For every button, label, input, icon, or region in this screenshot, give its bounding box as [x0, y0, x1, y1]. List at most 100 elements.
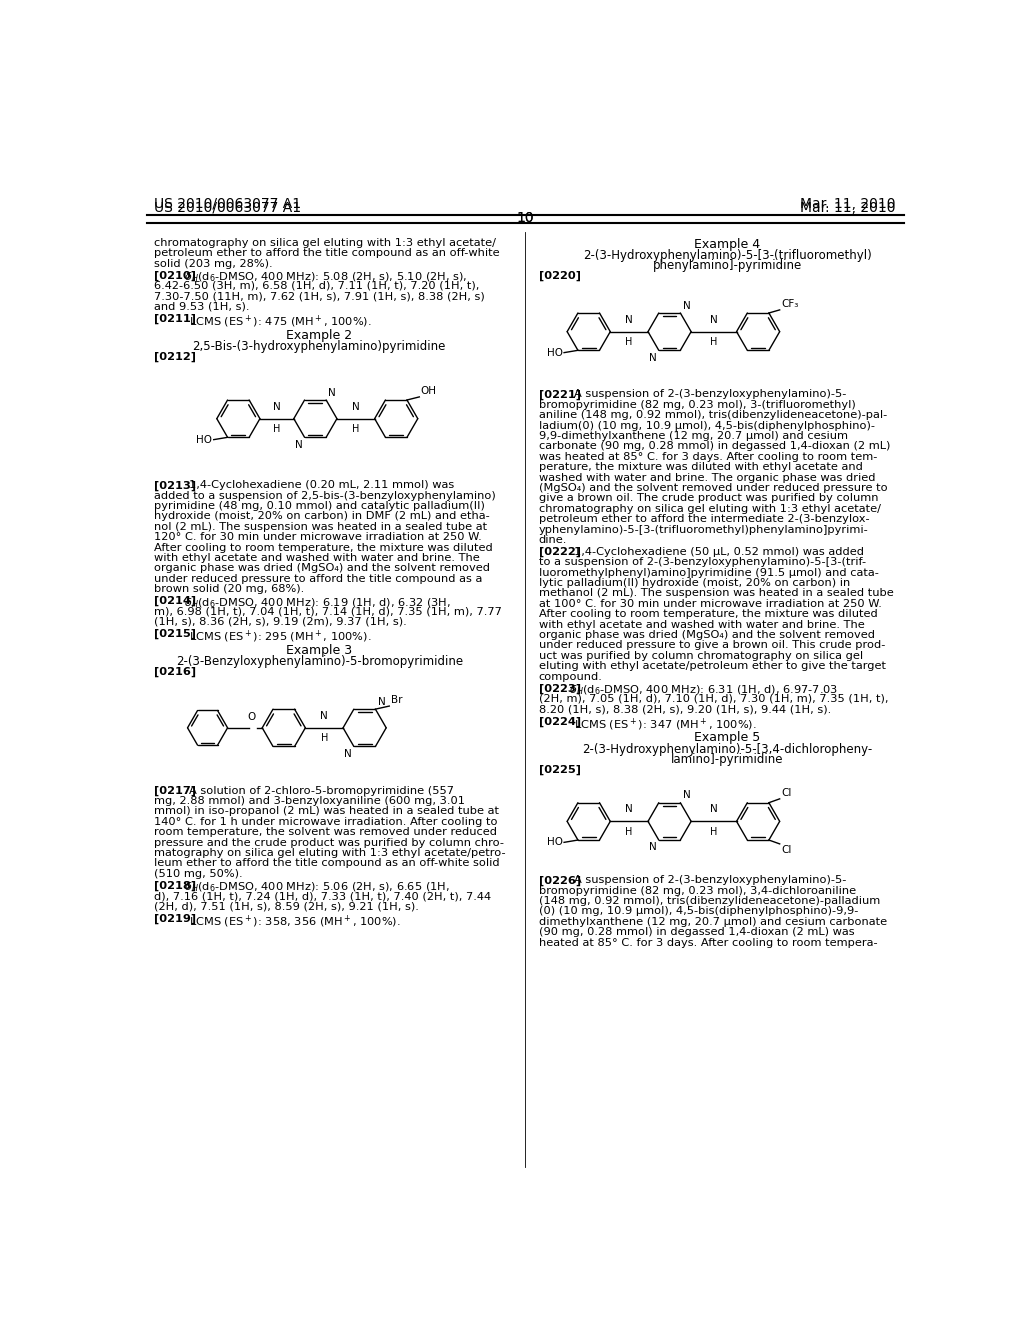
Text: [0220]: [0220] [539, 271, 581, 281]
Text: [0217]: [0217] [154, 785, 196, 796]
Text: luoromethylphenyl)amino]pyrimidine (91.5 μmol) and cata-: luoromethylphenyl)amino]pyrimidine (91.5… [539, 568, 879, 578]
Text: phenylamino]-pyrimidine: phenylamino]-pyrimidine [652, 259, 802, 272]
Text: with ethyl acetate and washed with water and brine. The: with ethyl acetate and washed with water… [154, 553, 479, 564]
Text: eluting with ethyl acetate/petroleum ether to give the target: eluting with ethyl acetate/petroleum eth… [539, 661, 886, 671]
Text: solid (203 mg, 28%).: solid (203 mg, 28%). [154, 259, 272, 268]
Text: $\delta$$_H$(d$_6$-DMSO, 400 MHz): 6.31 (1H, d), 6.97-7.03: $\delta$$_H$(d$_6$-DMSO, 400 MHz): 6.31 … [569, 684, 839, 697]
Text: pyrimidine (48 mg, 0.10 mmol) and catalytic palladium(II): pyrimidine (48 mg, 0.10 mmol) and cataly… [154, 502, 484, 511]
Text: washed with water and brine. The organic phase was dried: washed with water and brine. The organic… [539, 473, 876, 483]
Text: N: N [626, 314, 633, 325]
Text: 7.30-7.50 (11H, m), 7.62 (1H, s), 7.91 (1H, s), 8.38 (2H, s): 7.30-7.50 (11H, m), 7.62 (1H, s), 7.91 (… [154, 292, 484, 301]
Text: Mar. 11, 2010: Mar. 11, 2010 [801, 201, 896, 215]
Text: H: H [626, 337, 633, 347]
Text: H: H [711, 337, 718, 347]
Text: bromopyrimidine (82 mg, 0.23 mol), 3,4-dichloroaniline: bromopyrimidine (82 mg, 0.23 mol), 3,4-d… [539, 886, 856, 896]
Text: Example 5: Example 5 [694, 731, 761, 744]
Text: (148 mg, 0.92 mmol), tris(dibenzylideneacetone)-palladium: (148 mg, 0.92 mmol), tris(dibenzylidenea… [539, 896, 880, 906]
Text: A suspension of 2-(3-benzyloxyphenylamino)-5-: A suspension of 2-(3-benzyloxyphenylamin… [574, 875, 847, 886]
Text: Example 2: Example 2 [286, 329, 352, 342]
Text: hydroxide (moist, 20% on carbon) in DMF (2 mL) and etha-: hydroxide (moist, 20% on carbon) in DMF … [154, 511, 489, 521]
Text: with ethyl acetate and washed with water and brine. The: with ethyl acetate and washed with water… [539, 619, 864, 630]
Text: carbonate (90 mg, 0.28 mmol) in degassed 1,4-dioxan (2 mL): carbonate (90 mg, 0.28 mmol) in degassed… [539, 441, 890, 451]
Text: [0210]: [0210] [154, 271, 196, 281]
Text: [0214]: [0214] [154, 597, 196, 606]
Text: H: H [711, 826, 718, 837]
Text: LCMS (ES$^+$): 295 (MH$^+$, 100%).: LCMS (ES$^+$): 295 (MH$^+$, 100%). [189, 628, 372, 645]
Text: (0) (10 mg, 10.9 μmol), 4,5-bis(diphenylphosphino)-9,9-: (0) (10 mg, 10.9 μmol), 4,5-bis(diphenyl… [539, 907, 858, 916]
Text: [0226]: [0226] [539, 875, 581, 886]
Text: 8.20 (1H, s), 8.38 (2H, s), 9.20 (1H, s), 9.44 (1H, s).: 8.20 (1H, s), 8.38 (2H, s), 9.20 (1H, s)… [539, 705, 830, 714]
Text: Mar. 11, 2010: Mar. 11, 2010 [801, 197, 896, 211]
Text: O: O [248, 711, 256, 722]
Text: nol (2 mL). The suspension was heated in a sealed tube at: nol (2 mL). The suspension was heated in… [154, 521, 486, 532]
Text: LCMS (ES$^+$): 347 (MH$^+$, 100%).: LCMS (ES$^+$): 347 (MH$^+$, 100%). [574, 717, 757, 733]
Text: to a suspension of 2-(3-benzyloxyphenylamino)-5-[3-(trif-: to a suspension of 2-(3-benzyloxyphenyla… [539, 557, 865, 568]
Text: d), 7.16 (1H, t), 7.24 (1H, d), 7.33 (1H, t), 7.40 (2H, t), 7.44: d), 7.16 (1H, t), 7.24 (1H, d), 7.33 (1H… [154, 891, 490, 902]
Text: ladium(0) (10 mg, 10.9 μmol), 4,5-bis(diphenylphosphino)-: ladium(0) (10 mg, 10.9 μmol), 4,5-bis(di… [539, 421, 874, 430]
Text: 2,5-Bis-(3-hydroxyphenylamino)pyrimidine: 2,5-Bis-(3-hydroxyphenylamino)pyrimidine [193, 341, 445, 354]
Text: (2H, m), 7.05 (1H, d), 7.10 (1H, d), 7.30 (1H, m), 7.35 (1H, t),: (2H, m), 7.05 (1H, d), 7.10 (1H, d), 7.3… [539, 694, 888, 704]
Text: 2-(3-Hydroxyphenylamino)-5-[3,4-dichloropheny-: 2-(3-Hydroxyphenylamino)-5-[3,4-dichloro… [583, 743, 872, 756]
Text: (90 mg, 0.28 mmol) in degassed 1,4-dioxan (2 mL) was: (90 mg, 0.28 mmol) in degassed 1,4-dioxa… [539, 927, 854, 937]
Text: and 9.53 (1H, s).: and 9.53 (1H, s). [154, 302, 249, 312]
Text: $\delta$$_H$(d$_6$-DMSO, 400 MHz): 5.06 (2H, s), 6.65 (1H,: $\delta$$_H$(d$_6$-DMSO, 400 MHz): 5.06 … [184, 880, 451, 894]
Text: at 100° C. for 30 min under microwave irradiation at 250 W.: at 100° C. for 30 min under microwave ir… [539, 599, 882, 609]
Text: Example 3: Example 3 [286, 644, 352, 657]
Text: H: H [352, 424, 359, 434]
Text: H: H [626, 826, 633, 837]
Text: [0212]: [0212] [154, 351, 196, 362]
Text: [0224]: [0224] [539, 717, 581, 726]
Text: A suspension of 2-(3-benzyloxyphenylamino)-5-: A suspension of 2-(3-benzyloxyphenylamin… [574, 389, 847, 400]
Text: pressure and the crude product was purified by column chro-: pressure and the crude product was purif… [154, 838, 504, 847]
Text: lamino]-pyrimidine: lamino]-pyrimidine [671, 752, 783, 766]
Text: dine.: dine. [539, 535, 567, 545]
Text: 10: 10 [516, 211, 534, 224]
Text: perature, the mixture was diluted with ethyl acetate and: perature, the mixture was diluted with e… [539, 462, 862, 473]
Text: chromatography on silica gel eluting with 1:3 ethyl acetate/: chromatography on silica gel eluting wit… [539, 504, 881, 513]
Text: dimethylxanthene (12 mg, 20.7 μmol) and cesium carbonate: dimethylxanthene (12 mg, 20.7 μmol) and … [539, 917, 887, 927]
Text: A solution of 2-chloro-5-bromopyrimidine (557: A solution of 2-chloro-5-bromopyrimidine… [189, 785, 454, 796]
Text: H: H [273, 424, 281, 434]
Text: [0222]: [0222] [539, 546, 581, 557]
Text: HO: HO [547, 347, 562, 358]
Text: 9,9-dimethylxanthene (12 mg, 20.7 μmol) and cesium: 9,9-dimethylxanthene (12 mg, 20.7 μmol) … [539, 430, 848, 441]
Text: 2-(3-Benzyloxyphenylamino)-5-bromopyrimidine: 2-(3-Benzyloxyphenylamino)-5-bromopyrimi… [176, 656, 463, 668]
Text: 140° C. for 1 h under microwave irradiation. After cooling to: 140° C. for 1 h under microwave irradiat… [154, 817, 498, 826]
Text: HO: HO [197, 434, 212, 445]
Text: heated at 85° C. for 3 days. After cooling to room tempera-: heated at 85° C. for 3 days. After cooli… [539, 937, 878, 948]
Text: yphenylamino)-5-[3-(trifluoromethyl)phenylamino]pyrimi-: yphenylamino)-5-[3-(trifluoromethyl)phen… [539, 524, 868, 535]
Text: methanol (2 mL). The suspension was heated in a sealed tube: methanol (2 mL). The suspension was heat… [539, 589, 893, 598]
Text: N: N [626, 804, 633, 814]
Text: [0211]: [0211] [154, 314, 196, 323]
Text: US 2010/0063077 A1: US 2010/0063077 A1 [154, 197, 301, 211]
Text: N: N [649, 352, 656, 363]
Text: After cooling to room temperature, the mixture was diluted: After cooling to room temperature, the m… [154, 543, 493, 553]
Text: HO: HO [547, 837, 562, 847]
Text: After cooling to room temperature, the mixture was diluted: After cooling to room temperature, the m… [539, 610, 878, 619]
Text: N: N [344, 748, 351, 759]
Text: N: N [329, 388, 336, 397]
Text: compound.: compound. [539, 672, 602, 681]
Text: N: N [683, 301, 690, 310]
Text: N: N [710, 314, 718, 325]
Text: (MgSO₄) and the solvent removed under reduced pressure to: (MgSO₄) and the solvent removed under re… [539, 483, 887, 492]
Text: petroleum ether to afford the intermediate 2-(3-benzylox-: petroleum ether to afford the intermedia… [539, 515, 869, 524]
Text: under reduced pressure to give a brown oil. This crude prod-: under reduced pressure to give a brown o… [539, 640, 885, 651]
Text: leum ether to afford the title compound as an off-white solid: leum ether to afford the title compound … [154, 858, 500, 869]
Text: uct was purified by column chromatography on silica gel: uct was purified by column chromatograph… [539, 651, 863, 661]
Text: aniline (148 mg, 0.92 mmol), tris(dibenzylideneacetone)-pal-: aniline (148 mg, 0.92 mmol), tris(dibenz… [539, 411, 887, 420]
Text: [0221]: [0221] [539, 389, 581, 400]
Text: Br: Br [391, 696, 402, 705]
Text: LCMS (ES$^+$): 358, 356 (MH$^+$, 100%).: LCMS (ES$^+$): 358, 356 (MH$^+$, 100%). [189, 913, 400, 929]
Text: added to a suspension of 2,5-bis-(3-benzyloxyphenylamino): added to a suspension of 2,5-bis-(3-benz… [154, 491, 496, 500]
Text: $\delta$$_H$(d$_6$-DMSO, 400 MHz): 6.19 (1H, d), 6.32 (3H,: $\delta$$_H$(d$_6$-DMSO, 400 MHz): 6.19 … [184, 597, 452, 610]
Text: mmol) in iso-propanol (2 mL) was heated in a sealed tube at: mmol) in iso-propanol (2 mL) was heated … [154, 807, 499, 816]
Text: 120° C. for 30 min under microwave irradiation at 250 W.: 120° C. for 30 min under microwave irrad… [154, 532, 481, 543]
Text: petroleum ether to afford the title compound as an off-white: petroleum ether to afford the title comp… [154, 248, 500, 259]
Text: m), 6.98 (1H, t), 7.04 (1H, t), 7.14 (1H, d), 7.35 (1H, m), 7.77: m), 6.98 (1H, t), 7.04 (1H, t), 7.14 (1H… [154, 607, 502, 616]
Text: N: N [273, 401, 281, 412]
Text: Example 4: Example 4 [694, 238, 761, 251]
Text: (2H, d), 7.51 (1H, s), 8.59 (2H, s), 9.21 (1H, s).: (2H, d), 7.51 (1H, s), 8.59 (2H, s), 9.2… [154, 902, 419, 911]
Text: chromatography on silica gel eluting with 1:3 ethyl acetate/: chromatography on silica gel eluting wit… [154, 238, 496, 248]
Text: 2-(3-Hydroxyphenylamino)-5-[3-(trifluoromethyl): 2-(3-Hydroxyphenylamino)-5-[3-(trifluoro… [583, 249, 871, 263]
